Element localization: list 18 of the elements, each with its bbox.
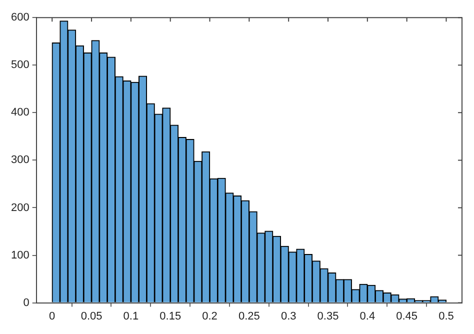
x-tick-label: 0.4 xyxy=(360,310,376,322)
y-tick-label: 100 xyxy=(10,249,30,262)
x-tick-label: 0.1 xyxy=(123,310,139,322)
y-tick-label: 400 xyxy=(10,106,30,119)
y-tick-label: 0 xyxy=(23,296,30,309)
y-tick-label: 600 xyxy=(10,12,30,24)
x-tick-label: 0.3 xyxy=(280,310,296,322)
y-tick-label: 500 xyxy=(10,59,30,72)
x-tick-label: 0.5 xyxy=(438,310,454,322)
y-tick-label: 300 xyxy=(10,154,30,166)
x-tick-label: 0.35 xyxy=(317,310,339,322)
x-tick-label: 0.05 xyxy=(80,310,102,322)
x-tick-label: 0.15 xyxy=(160,310,182,322)
y-tick-label: 200 xyxy=(10,202,30,214)
x-tick-label: 0.2 xyxy=(202,310,218,322)
x-tick-label: 0 xyxy=(49,310,56,322)
x-tick-label: 0.25 xyxy=(238,310,260,322)
x-tick-label: 0.45 xyxy=(396,310,418,322)
